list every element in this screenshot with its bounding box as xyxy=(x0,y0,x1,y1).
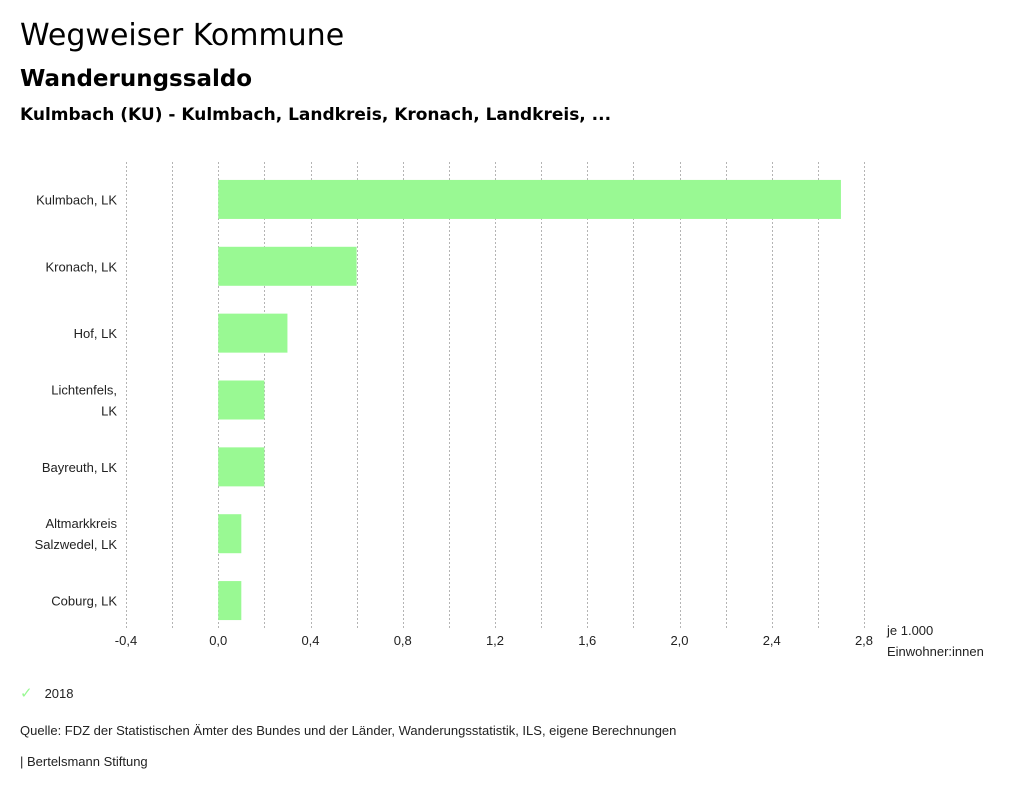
chart-subtitle: Wanderungssaldo xyxy=(20,66,253,92)
category-label: Lichtenfels, LK xyxy=(51,383,117,419)
bar-chart: Kulmbach, LK Kronach, LK Hof, LK Lichtenfel… xyxy=(35,162,984,659)
x-tick-label: 0,0 xyxy=(209,633,227,648)
page-title: Wegweiser Kommune xyxy=(20,18,345,53)
category-label: Bayreuth, LK xyxy=(42,460,117,475)
category-label: Coburg, LK xyxy=(51,594,117,609)
bar[interactable] xyxy=(218,581,242,621)
grid-lines xyxy=(126,162,865,630)
x-tick-label: 1,6 xyxy=(578,633,596,648)
bar[interactable] xyxy=(218,380,265,420)
x-tick-label: 2,0 xyxy=(670,633,688,648)
legend: ✓ 2018 xyxy=(20,684,74,702)
bar[interactable] xyxy=(218,447,265,487)
bar[interactable] xyxy=(218,179,841,219)
x-tick-label: 2,4 xyxy=(763,633,781,648)
check-icon[interactable]: ✓ xyxy=(20,685,33,702)
credit-note: | Bertelsmann Stiftung xyxy=(20,754,148,769)
category-labels: Kulmbach, LK Kronach, LK Hof, LK Lichtenfel… xyxy=(35,192,118,608)
bar[interactable] xyxy=(218,514,242,554)
category-label: Hof, LK xyxy=(74,326,118,341)
x-axis-unit-label: je 1.000 Einwohner:innen xyxy=(886,623,984,659)
category-label: Altmarkkreis Salzwedel, LK xyxy=(35,516,118,552)
category-label: Kulmbach, LK xyxy=(36,192,117,207)
x-tick-labels: -0,4 0,0 0,4 0,8 1,2 1,6 2,0 2,4 2,8 xyxy=(115,633,873,648)
legend-label-2018[interactable]: 2018 xyxy=(44,685,74,701)
bar[interactable] xyxy=(218,246,357,286)
source-note: Quelle: FDZ der Statistischen Ämter des … xyxy=(20,723,677,738)
bar[interactable] xyxy=(218,313,288,353)
x-tick-label: 2,8 xyxy=(855,633,873,648)
x-axis-label: je 1.000 xyxy=(886,623,933,638)
bars xyxy=(218,179,841,621)
x-axis-label: Einwohner:innen xyxy=(887,644,984,659)
x-tick-label: 0,8 xyxy=(394,633,412,648)
x-tick-label: -0,4 xyxy=(115,633,137,648)
category-label: Kronach, LK xyxy=(45,259,117,274)
region-label: Kulmbach (KU) - Kulmbach, Landkreis, Kro… xyxy=(20,105,612,125)
x-tick-label: 0,4 xyxy=(301,633,319,648)
x-tick-label: 1,2 xyxy=(486,633,504,648)
